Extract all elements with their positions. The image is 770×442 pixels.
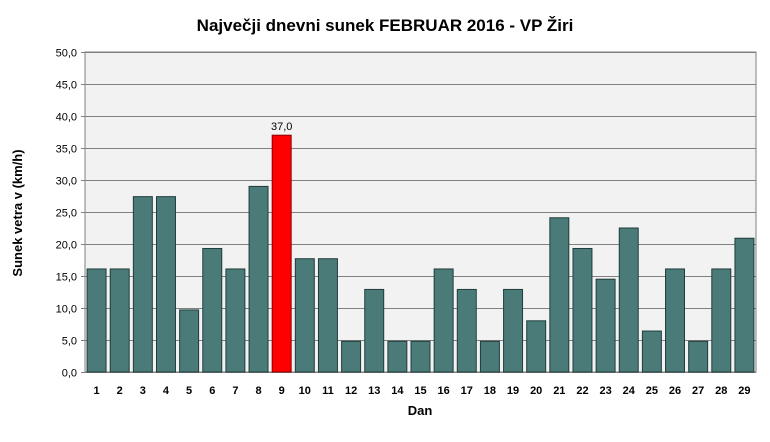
y-tick-label: 30,0 (56, 176, 77, 188)
x-tick-label: 18 (484, 385, 496, 397)
bar (202, 247, 223, 373)
x-tick-label: 29 (738, 385, 750, 397)
bar (317, 258, 338, 373)
x-tick-label: 22 (576, 385, 588, 397)
x-tick-label: 17 (461, 385, 473, 397)
bar (109, 268, 130, 373)
bar (711, 268, 732, 373)
x-tick-label: 27 (692, 385, 704, 397)
bar (595, 278, 616, 373)
x-tick-label: 7 (232, 385, 238, 397)
x-tick-label: 19 (507, 385, 519, 397)
x-tick-label: 14 (391, 385, 404, 397)
bar (665, 268, 686, 373)
y-tick-label: 20,0 (56, 240, 77, 252)
y-axis-ticks: 0,0 5,0 10,0 15,0 20,0 25,0 30,0 35,0 40,0 45,0 50… (56, 48, 77, 380)
x-tick-label: 2 (117, 385, 123, 397)
y-tick-label: 0,0 (62, 368, 77, 380)
y-tick-label: 40,0 (56, 112, 77, 124)
x-tick-label: 5 (186, 385, 192, 397)
y-tick-label: 45,0 (56, 80, 77, 92)
x-tick-label: 13 (368, 385, 380, 397)
x-tick-label: 8 (255, 385, 261, 397)
bar (179, 309, 200, 373)
x-tick-label: 28 (715, 385, 727, 397)
data-labels: 37,0 (271, 121, 292, 133)
x-tick-label: 21 (553, 385, 565, 397)
bar (688, 340, 709, 373)
data-label: 37,0 (271, 121, 292, 133)
bar (479, 340, 500, 373)
x-tick-label: 6 (209, 385, 215, 397)
x-axis-title: Dan (408, 403, 433, 418)
bar (526, 320, 547, 373)
bar (225, 268, 246, 373)
y-tick-label: 10,0 (56, 304, 77, 316)
y-tick-label: 50,0 (56, 48, 77, 60)
bars (86, 134, 755, 373)
x-tick-label: 26 (669, 385, 681, 397)
x-tick-label: 3 (140, 385, 146, 397)
x-tick-label: 11 (322, 385, 334, 397)
x-tick-label: 23 (599, 385, 611, 397)
x-tick-label: 10 (299, 385, 311, 397)
bar (734, 237, 755, 373)
bar (294, 258, 315, 373)
x-tick-label: 16 (438, 385, 450, 397)
y-tick-label: 25,0 (56, 208, 77, 220)
x-axis-ticks: 1 2 3 4 5 6 7 8 9 10 11 12 13 14 15 16 17 18 19 20 21 22 23 24 2… (94, 385, 751, 397)
bar (641, 330, 662, 373)
x-tick-label: 25 (646, 385, 658, 397)
y-axis-title: Sunek vetra v (km/h) (10, 149, 25, 276)
bar (549, 217, 570, 373)
y-tick-label: 5,0 (62, 336, 77, 348)
bar (341, 340, 362, 373)
chart-title: Največji dnevni sunek FEBRUAR 2016 - VP … (197, 16, 574, 35)
x-tick-label: 20 (530, 385, 542, 397)
x-tick-label: 12 (345, 385, 357, 397)
bar (248, 185, 269, 373)
bar (503, 288, 524, 373)
x-tick-label: 24 (623, 385, 636, 397)
bar (155, 196, 176, 373)
bar (387, 340, 408, 373)
x-tick-label: 9 (279, 385, 285, 397)
x-tick-label: 15 (414, 385, 426, 397)
bar (410, 340, 431, 373)
bar (132, 196, 153, 373)
y-tick-label: 15,0 (56, 272, 77, 284)
bar (271, 134, 292, 373)
bar (433, 268, 454, 373)
y-tick-label: 35,0 (56, 144, 77, 156)
bar (364, 288, 385, 373)
bar (86, 268, 107, 373)
bar (618, 227, 639, 373)
x-tick-label: 1 (94, 385, 100, 397)
bar (572, 247, 593, 373)
x-tick-label: 4 (163, 385, 170, 397)
bar (456, 288, 477, 373)
